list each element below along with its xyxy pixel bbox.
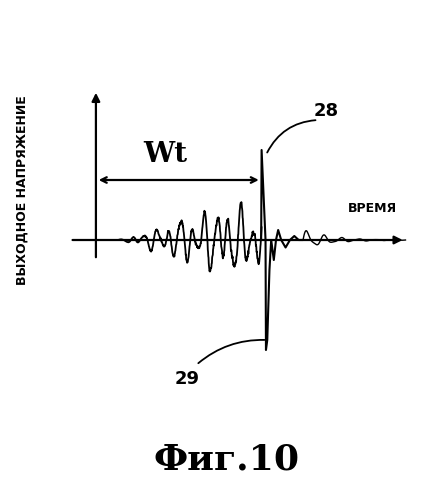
Text: ВРЕМЯ: ВРЕМЯ [347,202,397,215]
Text: 29: 29 [175,370,200,388]
Text: 28: 28 [314,102,339,120]
Text: ВЫХОДНОЕ НАПРЯЖЕНИЕ: ВЫХОДНОЕ НАПРЯЖЕНИЕ [15,95,28,285]
Text: Фиг.10: Фиг.10 [153,443,300,477]
Text: Wt: Wt [143,140,188,168]
